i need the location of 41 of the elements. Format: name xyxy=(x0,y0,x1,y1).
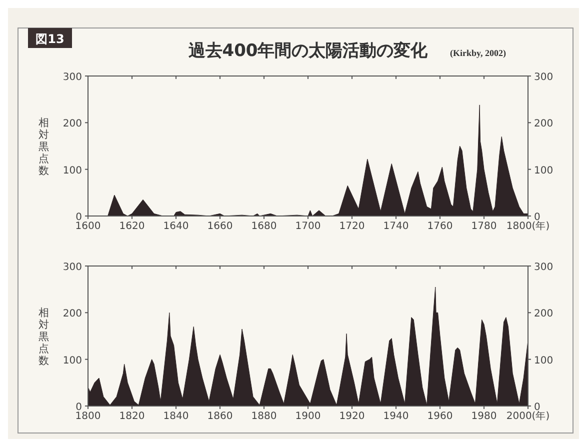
x-tick-label: 1840 xyxy=(163,411,189,422)
x-tick-label: 1920 xyxy=(339,411,365,422)
y-tick-label: 200 xyxy=(62,118,82,130)
x-tick-label: 1820 xyxy=(119,411,145,422)
x-tick-label: 1900 xyxy=(295,411,321,422)
x-tick-label: 1600 xyxy=(75,221,101,232)
y2-tick-label: 200 xyxy=(534,118,554,130)
x-tick-label: 1620 xyxy=(119,221,145,232)
y-tick-label: 0 xyxy=(76,402,82,413)
text: (Kirkby, 2002) xyxy=(450,48,506,58)
x-tick-label: 1760 xyxy=(427,221,453,232)
y2-tick-label: 100 xyxy=(534,355,554,366)
x-tick-label: 1940 xyxy=(383,411,409,422)
x-tick-label: 1800 xyxy=(75,411,101,422)
y-tick-label: 300 xyxy=(62,72,82,83)
x-tick-label: 1780 xyxy=(471,221,497,232)
x-tick-label: 1880 xyxy=(251,411,277,422)
y-tick-label: 200 xyxy=(62,308,82,320)
y2-tick-label: 100 xyxy=(534,165,554,176)
x-tick-label: 1640 xyxy=(163,221,189,232)
y-tick-label: 0 xyxy=(76,212,82,223)
y-tick-label: 300 xyxy=(62,262,82,273)
caption: 図13 xyxy=(36,32,64,46)
y-axis-title: 相対黒点数 xyxy=(38,116,50,177)
x-tick-label: 1980 xyxy=(471,411,497,422)
x-tick-label: 1860 xyxy=(207,411,233,422)
x-tick-label: 1700 xyxy=(295,221,321,232)
y-axis-title: 相対黒点数 xyxy=(38,306,50,367)
y-tick-label: 100 xyxy=(62,165,82,176)
y2-tick-label: 300 xyxy=(534,262,554,273)
x-tick-label: 1680 xyxy=(251,221,277,232)
y2-tick-label: 200 xyxy=(534,308,554,320)
x-tick-label: 1720 xyxy=(339,221,365,232)
x-tick-label: 1960 xyxy=(427,411,453,422)
chart-title: 過去400年間の太陽活動の変化 xyxy=(187,41,429,61)
y2-tick-label: 300 xyxy=(534,72,554,83)
x-tick-label: 1740 xyxy=(383,221,409,232)
x-tick-label: 1800(年) xyxy=(506,220,550,232)
x-tick-label: 1660 xyxy=(207,221,233,232)
y-tick-label: 100 xyxy=(62,355,82,366)
x-tick-label: 2000(年) xyxy=(506,410,550,422)
